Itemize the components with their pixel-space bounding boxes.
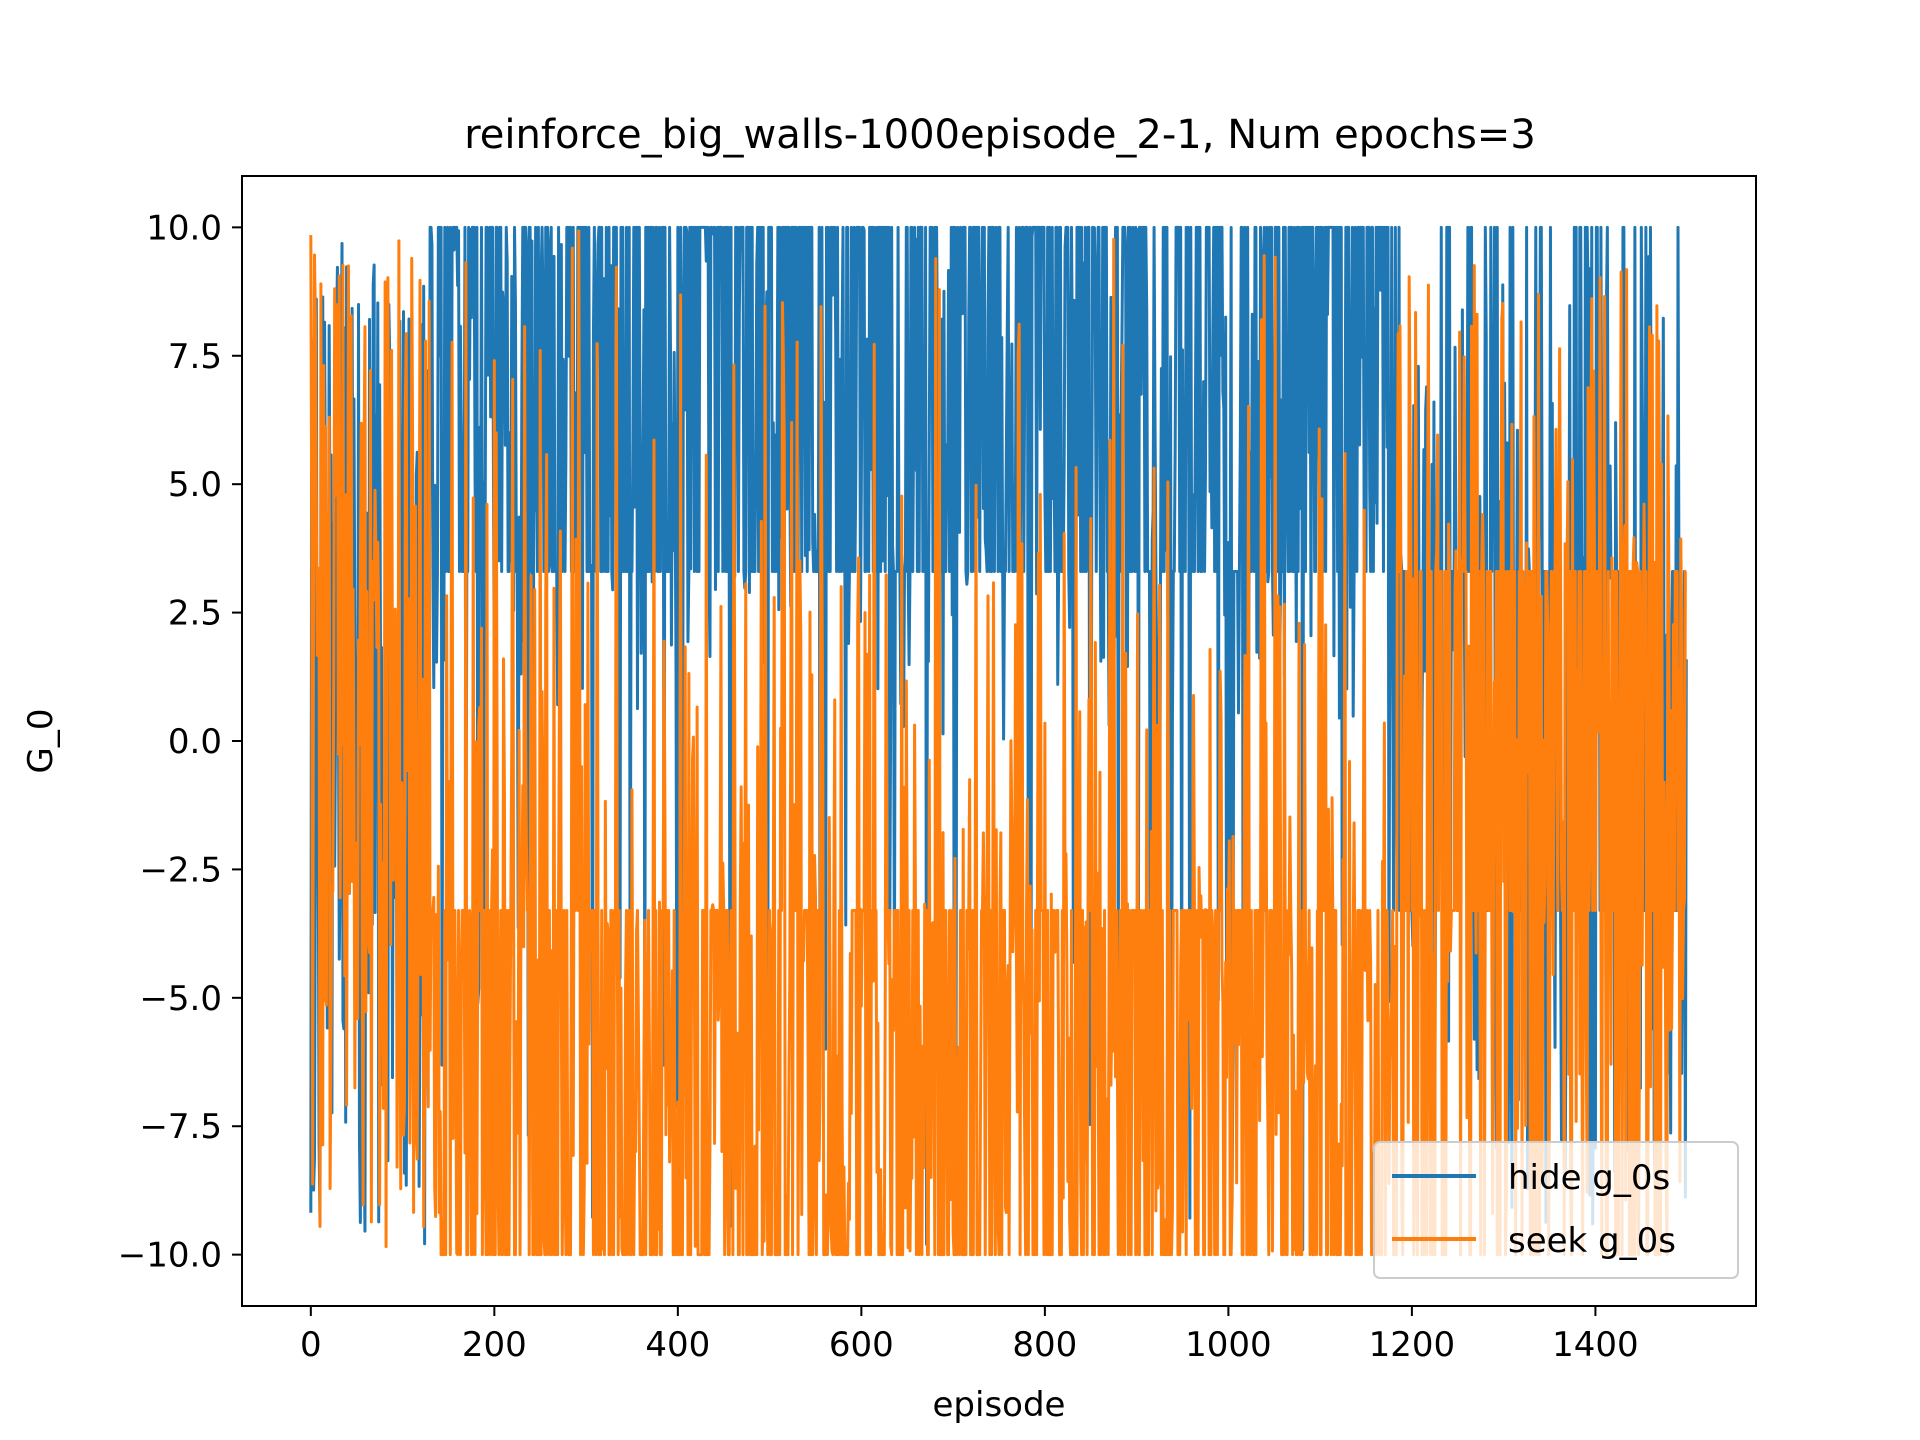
x-tick-label: 800 bbox=[1012, 1325, 1077, 1365]
series-line-seek bbox=[309, 229, 1687, 1257]
x-tick-label: 1200 bbox=[1369, 1325, 1456, 1365]
legend-label-seek: seek g_0s bbox=[1508, 1221, 1676, 1261]
x-tick-label: 1400 bbox=[1552, 1325, 1639, 1365]
x-tick-label: 1000 bbox=[1185, 1325, 1272, 1365]
x-tick-label: 200 bbox=[462, 1325, 527, 1365]
legend: hide g_0s seek g_0s bbox=[1373, 1141, 1739, 1279]
y-tick-label: −2.5 bbox=[139, 850, 222, 890]
y-tick-label: −5.0 bbox=[139, 979, 222, 1019]
y-tick-label: −7.5 bbox=[139, 1107, 222, 1147]
y-tick-label: −10.0 bbox=[118, 1236, 222, 1276]
x-tick-label: 600 bbox=[829, 1325, 894, 1365]
y-tick-label: 5.0 bbox=[168, 465, 222, 505]
y-axis-ticks: 10.0 7.5 5.0 2.5 0.0 −2.5 −5.0 −7.5 −10.0 bbox=[118, 208, 242, 1276]
x-tick-label: 0 bbox=[300, 1325, 322, 1365]
y-tick-label: 2.5 bbox=[168, 594, 222, 634]
y-axis-label: G_0 bbox=[21, 709, 61, 774]
y-tick-label: 7.5 bbox=[168, 337, 222, 377]
chart-title: reinforce_big_walls-1000episode_2-1, Num… bbox=[464, 112, 1536, 158]
x-axis-label: episode bbox=[933, 1385, 1066, 1425]
x-axis-ticks: 0 200 400 600 800 1000 1200 1400 bbox=[300, 1306, 1639, 1365]
y-tick-label: 10.0 bbox=[146, 208, 222, 248]
legend-label-hide: hide g_0s bbox=[1508, 1158, 1670, 1198]
x-tick-label: 400 bbox=[645, 1325, 710, 1365]
y-tick-label: 0.0 bbox=[168, 722, 222, 762]
